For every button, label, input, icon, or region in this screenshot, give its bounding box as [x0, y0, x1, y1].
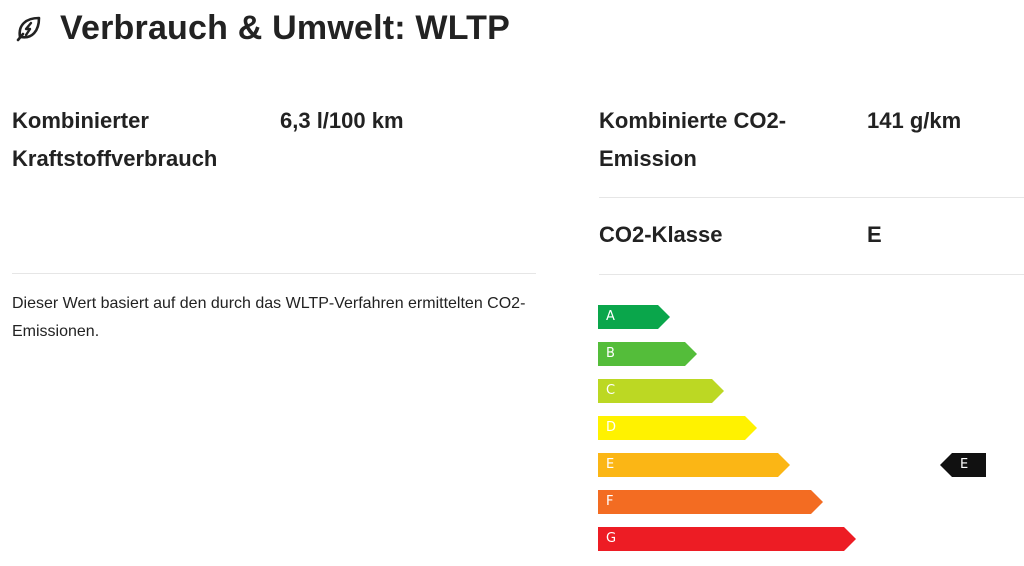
- efficiency-bar-f: F: [598, 490, 823, 514]
- efficiency-bar-letter: D: [606, 420, 617, 435]
- wltp-note: Dieser Wert basiert auf den durch das WL…: [12, 295, 526, 340]
- co2-class-value: E: [867, 222, 882, 247]
- efficiency-bar-b: B: [598, 342, 697, 366]
- efficiency-bar-letter: G: [606, 531, 617, 546]
- co2-emission-row: Kombinierte CO2-Emission 141 g/km: [599, 102, 1024, 198]
- efficiency-bar-letter: E: [606, 457, 615, 472]
- leaf-icon: [14, 13, 44, 43]
- efficiency-bar-e: E: [598, 453, 790, 477]
- co2-block: Kombinierte CO2-Emission 141 g/km CO2-Kl…: [599, 102, 1024, 275]
- section-title: Verbrauch & Umwelt: WLTP: [60, 8, 511, 47]
- fuel-consumption-block: Kombinierter Kraftstoffverbrauch 6,3 l/1…: [12, 102, 536, 346]
- selected-class-indicator: E: [940, 453, 986, 477]
- selected-class-letter: E: [960, 457, 969, 472]
- efficiency-bar-c: C: [598, 379, 724, 403]
- co2-class-label: CO2-Klasse: [599, 222, 723, 247]
- fuel-consumption-value: 6,3 l/100 km: [280, 108, 404, 133]
- fuel-consumption-row: Kombinierter Kraftstoffverbrauch 6,3 l/1…: [12, 102, 536, 274]
- co2-efficiency-scale: A B C D E E F G: [598, 303, 1024, 555]
- efficiency-bar-letter: C: [606, 383, 616, 398]
- section-header: Verbrauch & Umwelt: WLTP: [14, 6, 510, 50]
- co2-class-row: CO2-Klasse E: [599, 198, 1024, 275]
- co2-emission-label: Kombinierte CO2-Emission: [599, 108, 787, 171]
- efficiency-bar-letter: F: [606, 494, 614, 509]
- co2-emission-value: 141 g/km: [867, 108, 962, 133]
- efficiency-bar-d: D: [598, 416, 757, 440]
- fuel-consumption-label: Kombinierter Kraftstoffverbrauch: [12, 108, 218, 171]
- efficiency-bar-letter: B: [606, 346, 615, 361]
- efficiency-bar-g: G: [598, 527, 856, 551]
- efficiency-bar-letter: A: [606, 309, 615, 324]
- efficiency-bar-a: A: [598, 305, 670, 329]
